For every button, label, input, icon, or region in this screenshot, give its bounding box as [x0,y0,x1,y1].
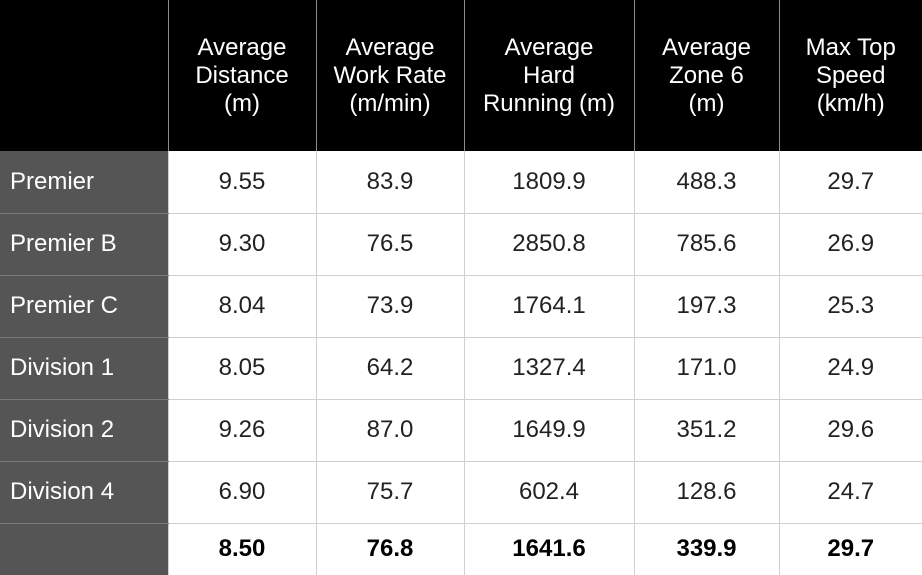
row-label: Premier [0,151,168,214]
table-cell: 8.05 [167,337,316,400]
row-label: Division 2 [0,399,168,462]
table-cell: 197.3 [633,275,779,338]
row-label: Premier C [0,275,168,338]
header-average-distance: Average Distance (m) [167,0,316,151]
summary-cell: 1641.6 [463,523,634,575]
summary-cell: 29.7 [778,523,922,575]
table-cell: 76.5 [315,213,464,276]
table-cell: 83.9 [315,151,464,214]
summary-cell: 76.8 [315,523,464,575]
table-cell: 9.30 [167,213,316,276]
header-max-top-speed: Max Top Speed (km/h) [778,0,922,151]
table-cell: 9.26 [167,399,316,462]
table-cell: 25.3 [778,275,922,338]
table-cell: 87.0 [315,399,464,462]
summary-row: 8.50 76.8 1641.6 339.9 29.7 [0,523,922,575]
table-row: Division 2 9.26 87.0 1649.9 351.2 29.6 [0,399,922,462]
table-cell: 171.0 [633,337,779,400]
table-cell: 128.6 [633,461,779,524]
row-label: Division 4 [0,461,168,524]
table-cell: 602.4 [463,461,634,524]
table-cell: 29.7 [778,151,922,214]
row-label: Premier B [0,213,168,276]
table-cell: 488.3 [633,151,779,214]
row-label: Division 1 [0,337,168,400]
header-row: Average Distance (m) Average Work Rate (… [0,0,922,151]
table-cell: 64.2 [315,337,464,400]
table-cell: 6.90 [167,461,316,524]
table-cell: 785.6 [633,213,779,276]
header-average-zone-6: Average Zone 6 (m) [633,0,779,151]
table-cell: 24.9 [778,337,922,400]
table-cell: 351.2 [633,399,779,462]
table-row: Division 4 6.90 75.7 602.4 128.6 24.7 [0,461,922,524]
table-cell: 73.9 [315,275,464,338]
table-row: Division 1 8.05 64.2 1327.4 171.0 24.9 [0,337,922,400]
table-cell: 1764.1 [463,275,634,338]
header-average-work-rate: Average Work Rate (m/min) [315,0,464,151]
table-cell: 1327.4 [463,337,634,400]
summary-cell: 339.9 [633,523,779,575]
table-cell: 24.7 [778,461,922,524]
summary-cell: 8.50 [167,523,316,575]
table-cell: 75.7 [315,461,464,524]
table-cell: 2850.8 [463,213,634,276]
table-cell: 1649.9 [463,399,634,462]
table-cell: 8.04 [167,275,316,338]
corner-cell [0,0,168,151]
table-cell: 29.6 [778,399,922,462]
table-row: Premier B 9.30 76.5 2850.8 785.6 26.9 [0,213,922,276]
table-cell: 9.55 [167,151,316,214]
table-row: Premier C 8.04 73.9 1764.1 197.3 25.3 [0,275,922,338]
header-average-hard-running: Average Hard Running (m) [463,0,634,151]
table-cell: 26.9 [778,213,922,276]
table-row: Premier 9.55 83.9 1809.9 488.3 29.7 [0,151,922,214]
summary-row-label [0,523,168,575]
table-cell: 1809.9 [463,151,634,214]
